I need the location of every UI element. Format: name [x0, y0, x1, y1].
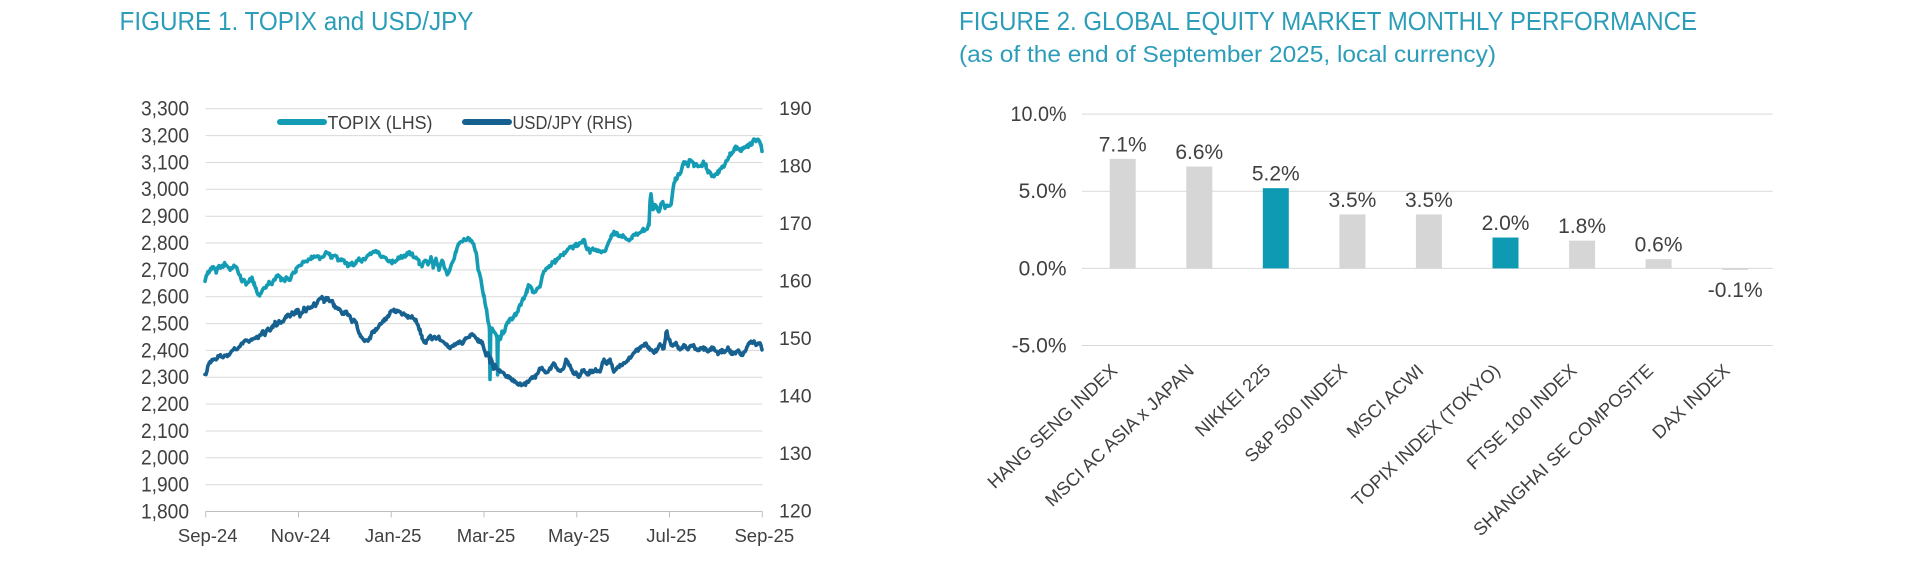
- svg-text:Jul-25: Jul-25: [646, 525, 696, 546]
- svg-text:5.0%: 5.0%: [1019, 180, 1067, 203]
- svg-text:2,800: 2,800: [141, 231, 189, 255]
- svg-text:TOPIX (LHS): TOPIX (LHS): [328, 112, 433, 133]
- svg-text:3.5%: 3.5%: [1405, 189, 1453, 212]
- svg-text:TOPIX INDEX (TOKYO): TOPIX INDEX (TOKYO): [1347, 360, 1504, 510]
- svg-text:190: 190: [779, 98, 812, 120]
- svg-text:FIGURE 2. GLOBAL EQUITY MARKET: FIGURE 2. GLOBAL EQUITY MARKET MONTHLY P…: [959, 6, 1697, 36]
- svg-text:2,600: 2,600: [141, 285, 189, 309]
- svg-text:Sep-24: Sep-24: [178, 525, 238, 546]
- svg-text:HANG SENG INDEX: HANG SENG INDEX: [983, 360, 1121, 493]
- svg-text:MSCI AC ASIA x JAPAN: MSCI AC ASIA x JAPAN: [1041, 360, 1198, 511]
- svg-text:Sep-25: Sep-25: [734, 525, 794, 546]
- svg-text:160: 160: [779, 271, 812, 293]
- svg-text:140: 140: [779, 386, 812, 408]
- svg-text:3.5%: 3.5%: [1328, 189, 1376, 212]
- svg-text:5.2%: 5.2%: [1252, 163, 1300, 186]
- svg-text:Mar-25: Mar-25: [457, 525, 516, 546]
- svg-text:DAX INDEX: DAX INDEX: [1648, 360, 1734, 443]
- svg-text:3,300: 3,300: [141, 97, 189, 121]
- svg-text:3,000: 3,000: [141, 177, 189, 201]
- svg-text:130: 130: [779, 443, 812, 465]
- svg-text:Nov-24: Nov-24: [271, 525, 331, 546]
- svg-text:180: 180: [779, 156, 812, 178]
- svg-text:10.0%: 10.0%: [1011, 103, 1067, 126]
- svg-text:Jan-25: Jan-25: [365, 525, 422, 546]
- svg-text:2,100: 2,100: [141, 419, 189, 443]
- svg-text:-5.0%: -5.0%: [1012, 335, 1067, 358]
- svg-text:2,000: 2,000: [141, 446, 189, 470]
- svg-text:2.0%: 2.0%: [1482, 212, 1530, 235]
- svg-text:6.6%: 6.6%: [1175, 141, 1223, 164]
- svg-text:FIGURE 1. TOPIX and USD/JPY: FIGURE 1. TOPIX and USD/JPY: [120, 6, 474, 36]
- svg-text:2,900: 2,900: [141, 204, 189, 228]
- svg-text:USD/JPY (RHS): USD/JPY (RHS): [513, 112, 633, 133]
- svg-text:-0.1%: -0.1%: [1708, 279, 1763, 302]
- svg-text:NIKKEI 225: NIKKEI 225: [1191, 360, 1275, 441]
- svg-text:2,700: 2,700: [141, 258, 189, 282]
- svg-text:0.6%: 0.6%: [1635, 234, 1683, 257]
- svg-text:2,200: 2,200: [141, 392, 189, 416]
- svg-text:(as of the end of September 20: (as of the end of September 2025, local …: [959, 41, 1496, 67]
- svg-text:3,200: 3,200: [141, 124, 189, 148]
- svg-text:120: 120: [779, 501, 812, 523]
- svg-text:2,500: 2,500: [141, 312, 189, 336]
- svg-text:3,100: 3,100: [141, 150, 189, 174]
- svg-text:1,900: 1,900: [141, 473, 189, 497]
- svg-text:7.1%: 7.1%: [1099, 133, 1147, 156]
- svg-text:1.8%: 1.8%: [1558, 215, 1606, 238]
- svg-text:170: 170: [779, 213, 812, 235]
- svg-text:2,400: 2,400: [141, 338, 189, 362]
- svg-text:1,800: 1,800: [141, 499, 189, 523]
- svg-text:May-25: May-25: [548, 525, 610, 546]
- svg-text:0.0%: 0.0%: [1019, 257, 1067, 280]
- svg-text:2,300: 2,300: [141, 365, 189, 389]
- svg-text:150: 150: [779, 328, 812, 350]
